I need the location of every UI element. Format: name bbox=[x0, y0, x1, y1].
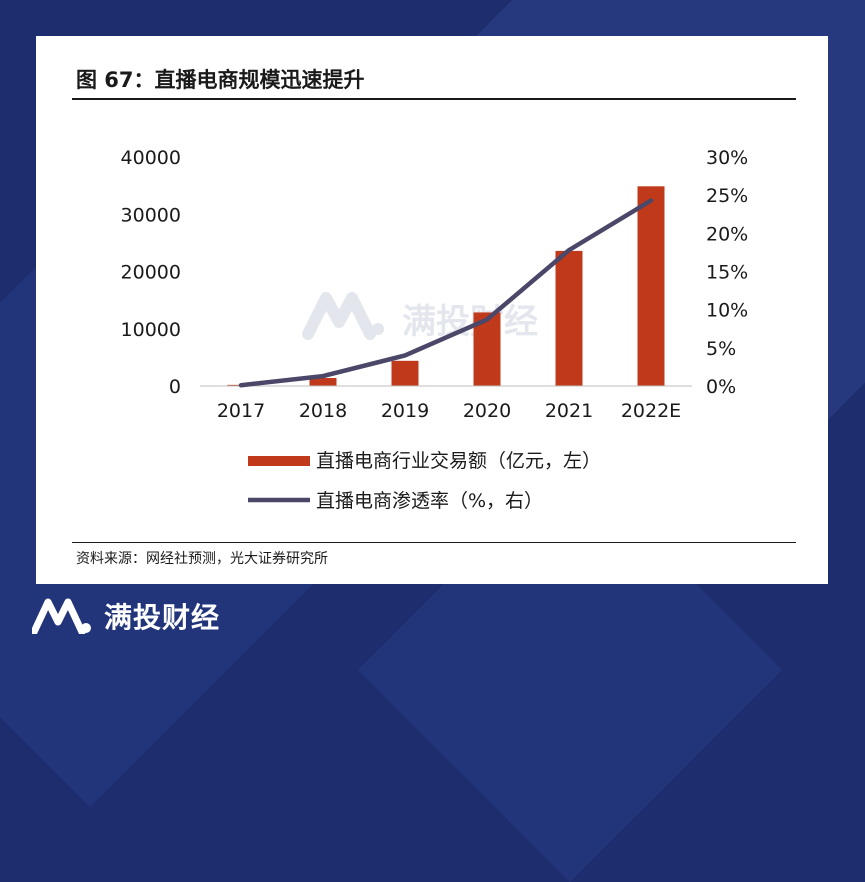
watermark-text: 满投财经 bbox=[402, 302, 538, 342]
watermark: 满投财经 bbox=[302, 292, 538, 342]
x-tick-label: 2021 bbox=[545, 400, 593, 422]
y-left-tick-label: 20000 bbox=[121, 262, 181, 284]
x-tick-label: 2022E bbox=[621, 400, 681, 422]
x-tick-label: 2018 bbox=[299, 400, 347, 422]
y-right-tick-label: 30% bbox=[706, 147, 748, 169]
y-right-tick-label: 10% bbox=[706, 300, 748, 322]
y-left-tick-label: 10000 bbox=[121, 319, 181, 341]
y-right-tick-label: 0% bbox=[706, 376, 736, 398]
y-right-tick-label: 20% bbox=[706, 223, 748, 245]
watermark-logo-icon bbox=[302, 292, 376, 340]
chart: 满投财经 0 10000 20000 30000 40000 0% 5% 10% 15% 20% 25… bbox=[121, 147, 749, 512]
bar-2022E bbox=[637, 186, 665, 386]
title-rule bbox=[72, 98, 796, 100]
brand-logo-icon bbox=[32, 598, 91, 634]
figure-title: 图 67：直播电商规模迅速提升 bbox=[76, 68, 365, 92]
y-right-tick-label: 5% bbox=[706, 338, 736, 360]
y-left-tick-label: 30000 bbox=[121, 204, 181, 226]
source-note: 资料来源：网经社预测，光大证券研究所 bbox=[76, 551, 328, 567]
penetration-rate-line bbox=[238, 198, 654, 388]
x-tick-label: 2020 bbox=[463, 400, 511, 422]
watermark-logo-dot bbox=[372, 323, 384, 335]
legend-label-bar: 直播电商行业交易额（亿元，左） bbox=[316, 450, 601, 472]
legend-swatch-bar bbox=[248, 456, 310, 466]
y-left-tick-label: 0 bbox=[169, 376, 181, 398]
x-tick-label: 2019 bbox=[381, 400, 429, 422]
bar-2018 bbox=[309, 377, 337, 386]
legend-label-line: 直播电商渗透率（%，右） bbox=[316, 490, 543, 512]
figure-card: 图 67：直播电商规模迅速提升 满投财经 0 10000 20000 30000 4000… bbox=[36, 36, 828, 584]
footer-brand-text: 满投财经 bbox=[104, 601, 221, 634]
y-left-tick-label: 40000 bbox=[121, 147, 181, 169]
x-tick-label: 2017 bbox=[217, 400, 265, 422]
footer-brand: 满投财经 bbox=[32, 596, 220, 636]
y-right-tick-label: 15% bbox=[706, 262, 748, 284]
bar-2019 bbox=[391, 360, 419, 386]
y-right-tick-label: 25% bbox=[706, 185, 748, 207]
bar-2021 bbox=[555, 250, 583, 386]
source-rule bbox=[72, 542, 796, 543]
